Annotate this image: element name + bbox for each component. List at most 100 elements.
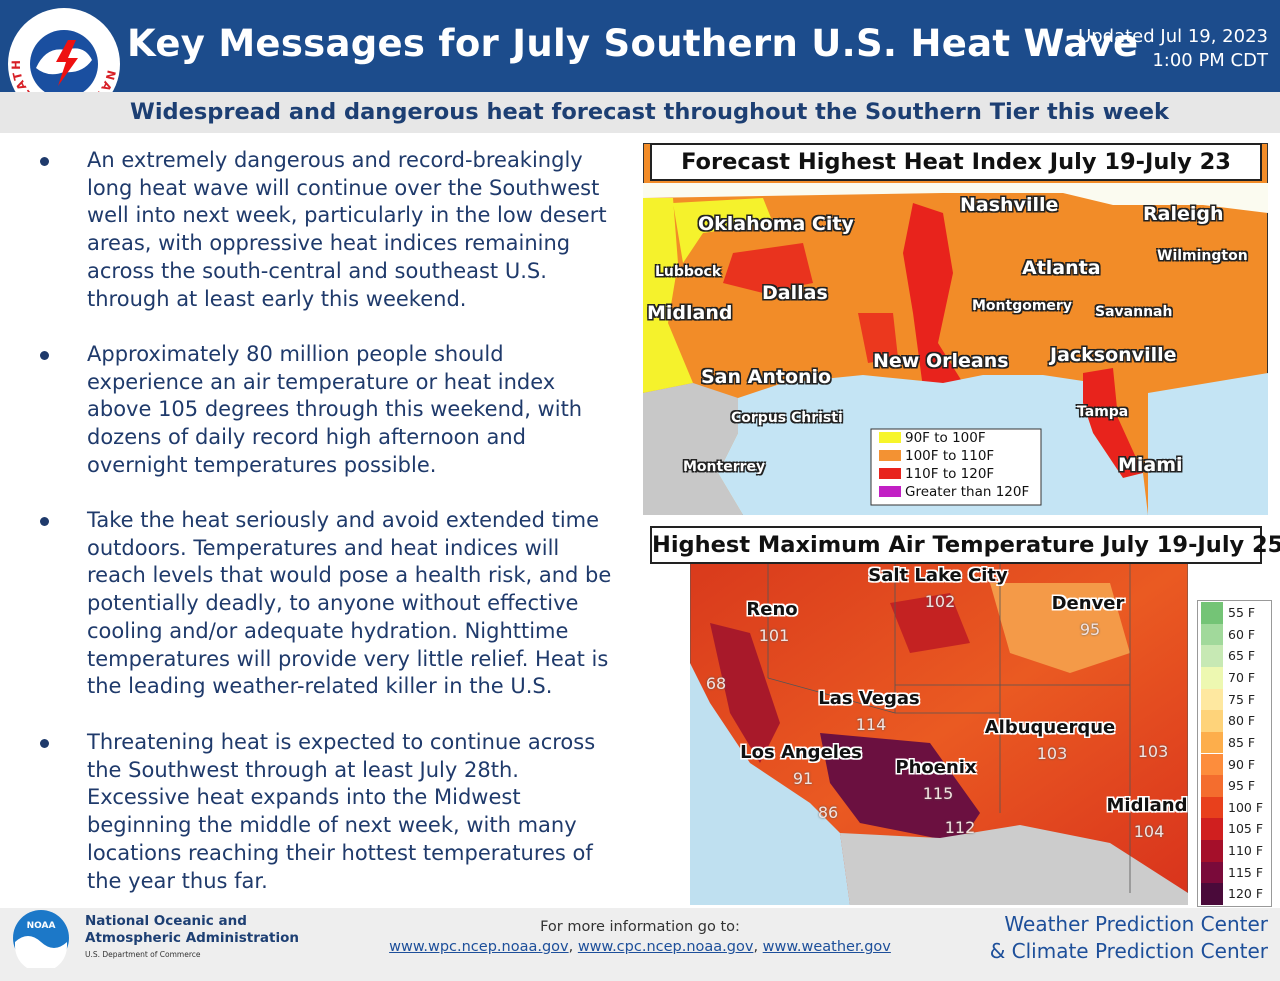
legend-label: 65 F bbox=[1228, 648, 1256, 664]
legend-swatch bbox=[1201, 861, 1223, 884]
city-label: Las Vegas bbox=[818, 688, 920, 709]
legend-swatch bbox=[1201, 645, 1223, 667]
city-label: Miami bbox=[1118, 454, 1183, 476]
temperature-value: 86 bbox=[817, 803, 839, 822]
temperature-map bbox=[690, 563, 1188, 905]
legend-swatch bbox=[879, 432, 901, 443]
legend-label: 110 F bbox=[1228, 843, 1264, 859]
temperature-value: 103 bbox=[1036, 744, 1068, 763]
heat-index-map-title: Forecast Highest Heat Index July 19-July… bbox=[650, 143, 1262, 181]
city-label: Corpus Christi bbox=[731, 410, 843, 426]
legend-swatch bbox=[1201, 753, 1223, 776]
updated-date: Updated Jul 19, 2023 bbox=[1078, 26, 1268, 47]
city-label: Montgomery bbox=[972, 298, 1072, 314]
title: Key Messages for July Southern U.S. Heat… bbox=[127, 22, 1139, 65]
city-label: Denver bbox=[1051, 593, 1125, 614]
temperature-value: 115 bbox=[922, 784, 954, 803]
city-label: Wilmington bbox=[1157, 248, 1248, 264]
legend-swatch bbox=[1201, 796, 1223, 819]
city-label: Oklahoma City bbox=[698, 213, 854, 235]
bullet-dot bbox=[40, 157, 49, 166]
temperature-map-title: Highest Maximum Air Temperature July 19-… bbox=[650, 526, 1280, 564]
center-name: Weather Prediction Center bbox=[1004, 912, 1268, 936]
city-label: Phoenix bbox=[895, 757, 977, 778]
info-text: For more information go to: bbox=[540, 919, 740, 935]
city-label: Jacksonville bbox=[1050, 344, 1177, 366]
link[interactable]: www.wpc.ncep.noaa.gov bbox=[389, 939, 569, 955]
link-separator: , bbox=[568, 939, 574, 955]
temperature-value: 112 bbox=[944, 818, 976, 837]
legend-label: 60 F bbox=[1228, 626, 1256, 642]
agency-line: Atmospheric Administration bbox=[85, 930, 299, 946]
city-label: Tampa bbox=[1077, 404, 1129, 420]
city-label: Nashville bbox=[960, 194, 1059, 216]
link[interactable]: www.weather.gov bbox=[762, 939, 891, 955]
link-separator: , bbox=[753, 939, 759, 955]
department: U.S. Department of Commerce bbox=[85, 950, 201, 959]
temperature-legend: 55 F 60 F 65 F 70 F 75 F 80 F 85 F 90 F 95 F 100 … bbox=[1197, 600, 1272, 907]
bullet-text: Take the heat seriously and avoid extend… bbox=[87, 508, 612, 699]
link[interactable]: www.cpc.ncep.noaa.gov bbox=[577, 939, 754, 955]
temperature-value: 103 bbox=[1137, 742, 1169, 761]
bullet-dot bbox=[40, 517, 49, 526]
legend-swatch bbox=[879, 450, 901, 461]
city-label: Dallas bbox=[762, 282, 828, 304]
city-label: Savannah bbox=[1095, 304, 1173, 320]
city-label: Atlanta bbox=[1022, 257, 1101, 279]
footer-band bbox=[0, 908, 1280, 981]
legend-label: 90F to 100F bbox=[905, 430, 986, 446]
legend-label: 120 F bbox=[1228, 886, 1264, 902]
legend-label: Greater than 120F bbox=[905, 484, 1029, 500]
legend-label: 100 F bbox=[1228, 799, 1264, 815]
city-label: Midland bbox=[647, 302, 733, 324]
legend-label: 115 F bbox=[1228, 864, 1264, 880]
temperature-value: 101 bbox=[758, 626, 790, 645]
links: www.wpc.ncep.noaa.gov, www.cpc.ncep.noaa… bbox=[0, 939, 1280, 955]
bullet-text: An extremely dangerous and record-breaki… bbox=[87, 148, 607, 311]
legend-label: 110F to 120F bbox=[905, 466, 994, 482]
city-label: Albuquerque bbox=[984, 717, 1116, 738]
bullet-dot bbox=[40, 739, 49, 748]
legend-swatch bbox=[879, 468, 901, 479]
legend-swatch bbox=[1201, 688, 1223, 711]
city-label: Reno bbox=[746, 599, 798, 620]
legend-label: 80 F bbox=[1228, 713, 1256, 729]
legend-label: 95 F bbox=[1228, 778, 1256, 794]
legend-swatch bbox=[1201, 731, 1223, 754]
city-label: San Antonio bbox=[701, 366, 832, 388]
city-label: Salt Lake City bbox=[868, 565, 1008, 586]
noaa-logo-text: NOAA bbox=[27, 921, 56, 931]
heat-index-map: 90F to 100F 100F to 110F 110F to 120F Great… bbox=[643, 143, 1268, 515]
city-label: Lubbock bbox=[655, 264, 722, 280]
updated-time: 1:00 PM CDT bbox=[1152, 50, 1268, 71]
subtitle-band bbox=[0, 92, 1280, 133]
legend-swatch bbox=[1201, 623, 1223, 646]
bullet-text: Approximately 80 million people should e… bbox=[87, 342, 583, 477]
legend-swatch bbox=[1201, 666, 1223, 689]
noaa-logo: NOAA bbox=[13, 910, 69, 968]
legend-label: 85 F bbox=[1228, 734, 1256, 750]
temperature-value: 104 bbox=[1133, 822, 1165, 841]
temperature-value: 68 bbox=[705, 674, 727, 693]
legend-swatch bbox=[879, 486, 901, 497]
subtitle: Widespread and dangerous heat forecast t… bbox=[130, 99, 1169, 125]
temperature-value: 95 bbox=[1079, 620, 1101, 639]
legend-label: 70 F bbox=[1228, 669, 1256, 685]
legend-label: 75 F bbox=[1228, 691, 1256, 707]
legend-swatch bbox=[1201, 775, 1223, 797]
bullet-text: Threatening heat is expected to continue… bbox=[87, 730, 596, 893]
legend-swatch bbox=[1201, 840, 1223, 862]
legend-label: 105 F bbox=[1228, 821, 1264, 837]
legend-swatch bbox=[1201, 818, 1223, 841]
legend-swatch bbox=[1201, 710, 1223, 732]
city-label: Midland bbox=[1106, 795, 1188, 816]
center-name: & Climate Prediction Center bbox=[989, 939, 1268, 963]
agency-line: National Oceanic and bbox=[85, 913, 247, 929]
temperature-value: 114 bbox=[855, 715, 887, 734]
legend-label: 90 F bbox=[1228, 756, 1256, 772]
legend-swatch bbox=[1201, 602, 1223, 624]
bullet-dot bbox=[40, 351, 49, 360]
city-label: New Orleans bbox=[873, 350, 1009, 372]
city-label: Los Angeles bbox=[740, 742, 862, 763]
